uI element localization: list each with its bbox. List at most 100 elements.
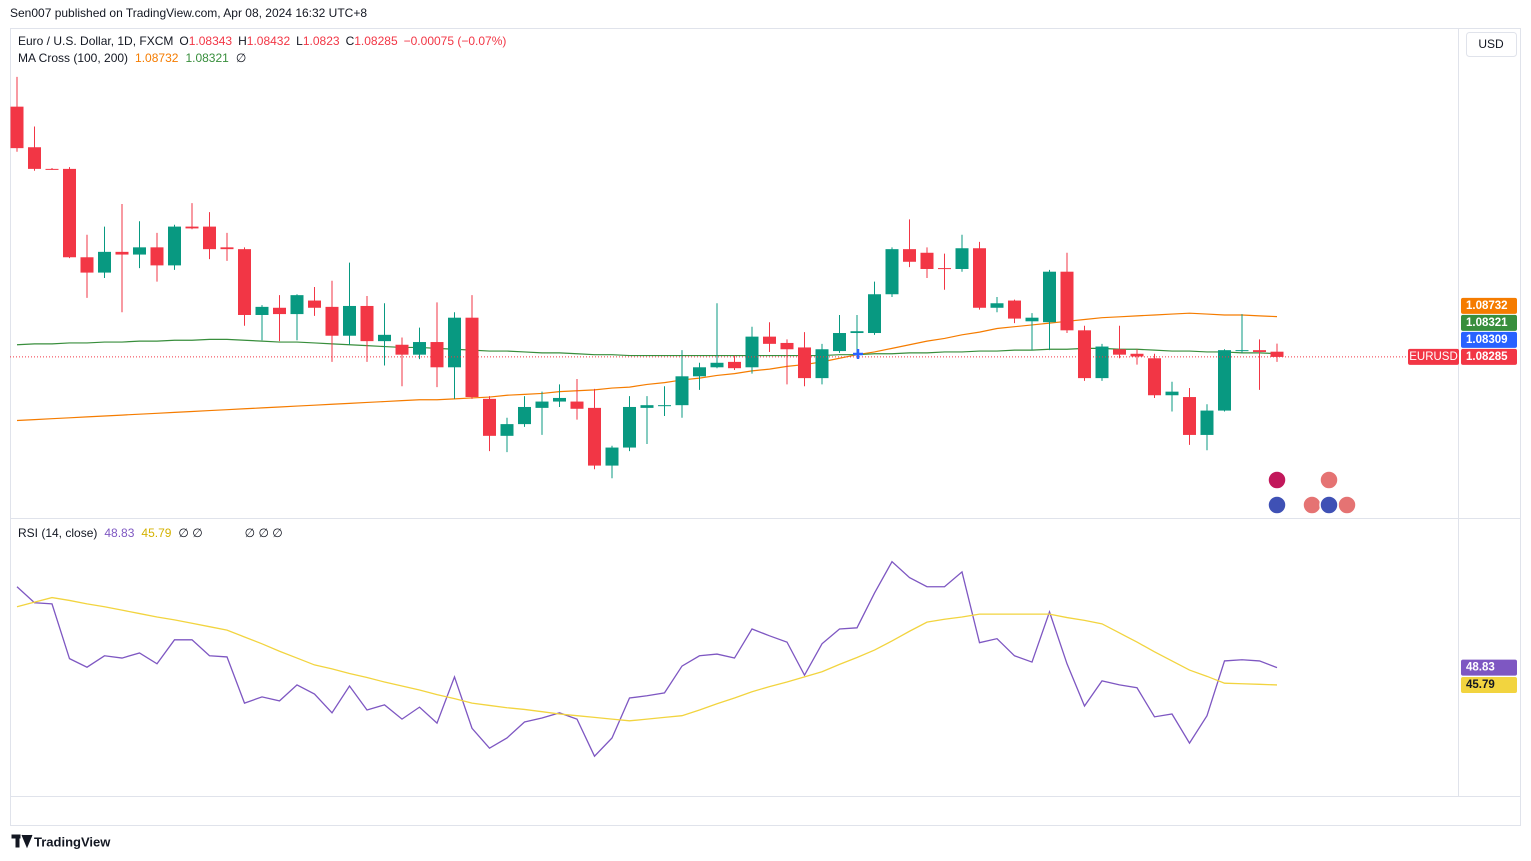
candle-body xyxy=(500,424,514,436)
ohlc-letter: H xyxy=(238,34,247,48)
price-tag xyxy=(1461,659,1517,676)
candle-body xyxy=(343,305,356,336)
candle-body xyxy=(395,344,409,355)
price-tag-label: 1.08321 xyxy=(1466,317,1508,329)
candle-body xyxy=(920,252,934,269)
candle-body xyxy=(1148,358,1161,396)
price-tag-label: 1.08309 xyxy=(1466,334,1508,346)
event-icons xyxy=(1267,470,1357,515)
candle-body xyxy=(1113,349,1126,355)
candle-body xyxy=(885,249,899,295)
ohlc-letter: L xyxy=(296,34,303,48)
price-tag xyxy=(1461,676,1517,693)
event-icon[interactable] xyxy=(1337,495,1357,515)
candle-body xyxy=(1218,350,1231,411)
event-icon[interactable] xyxy=(1267,495,1287,515)
candle-body xyxy=(1008,300,1021,319)
candle-body xyxy=(430,342,444,368)
candle-body xyxy=(1270,351,1284,357)
ohlc-value: 1.0823 xyxy=(303,34,340,48)
candle-body xyxy=(553,397,566,402)
currency[interactable]: USD xyxy=(1478,37,1504,51)
candle-body xyxy=(325,306,339,336)
price-tag xyxy=(1461,348,1517,365)
candle-body xyxy=(45,168,59,170)
candle-body xyxy=(1130,353,1144,357)
footer-logo: TradingView xyxy=(34,834,111,849)
candle-body xyxy=(10,106,24,149)
candle-body xyxy=(570,401,584,409)
candle-body xyxy=(150,247,164,266)
ohlc-value: 1.08432 xyxy=(247,34,291,48)
ma-line xyxy=(16,338,1278,357)
candle-body xyxy=(203,226,216,250)
candle-body xyxy=(1183,397,1196,435)
price-tag xyxy=(1461,314,1517,331)
candle-body xyxy=(1043,271,1056,323)
event-icon[interactable] xyxy=(1302,495,1322,515)
ohlc-value: 1.08285 xyxy=(354,34,398,48)
candle-body xyxy=(903,249,916,262)
candle-body xyxy=(623,406,636,448)
symbol-tag xyxy=(1408,348,1459,365)
labels: 1.08285 EURUSD 1.08309 1.08732 1.08321 48.83 4… xyxy=(1408,297,1517,693)
candle-body xyxy=(658,405,671,407)
currency-button[interactable] xyxy=(1466,32,1517,57)
price-legend: Euro / U.S. Dollar, 1D, FXCM O1.08343 H1.0… xyxy=(18,34,506,48)
symbol-tag-label: EURUSD xyxy=(1409,351,1458,363)
change: −0.00075 (−0.07%) xyxy=(404,34,507,48)
candle-body xyxy=(815,349,829,379)
event-icon[interactable] xyxy=(1319,495,1339,515)
candle-body xyxy=(640,405,654,408)
candle-body xyxy=(605,447,619,466)
ohlc-value: 1.08343 xyxy=(189,34,233,48)
candle-body xyxy=(1253,350,1266,352)
ohlc-letter: C xyxy=(346,34,355,48)
candle-body xyxy=(850,331,864,334)
candle-body xyxy=(308,300,321,308)
candle-body xyxy=(63,168,76,258)
indicator-title: MA Cross (100, 200) xyxy=(18,51,128,65)
candle-body xyxy=(675,376,689,406)
candle-body xyxy=(518,406,531,425)
event-icon[interactable] xyxy=(1267,470,1287,490)
candle-body xyxy=(255,306,269,315)
rsi-value: 48.83 xyxy=(104,526,134,540)
publisher: Sen007 published on TradingView.com, Apr… xyxy=(10,6,367,20)
candle-body xyxy=(168,226,181,266)
symbol-title: Euro / U.S. Dollar, 1D, FXCM xyxy=(18,34,173,48)
ma-legend: MA Cross (100, 200) 1.08732 1.08321 ∅ xyxy=(18,51,246,65)
candle-body xyxy=(1165,391,1179,396)
candle-body xyxy=(938,268,951,270)
price-tag-label: 45.79 xyxy=(1466,679,1495,691)
indicator-icons: ∅ ∅ ∅ xyxy=(245,526,283,540)
frame xyxy=(10,28,1521,826)
indicator-icons: ∅ ∅ xyxy=(178,526,202,540)
candle-body xyxy=(290,295,304,315)
candle-body xyxy=(588,407,601,466)
price-tag-label: 1.08285 xyxy=(1466,351,1508,363)
candle-body xyxy=(220,247,234,250)
crosshair-cursor xyxy=(853,349,863,359)
series-line xyxy=(16,560,1278,758)
candle-body xyxy=(1235,350,1249,352)
series-line xyxy=(16,596,1278,722)
candle-body xyxy=(955,248,969,269)
candle-body xyxy=(780,342,794,350)
marks xyxy=(10,76,1458,758)
logo-icon xyxy=(11,834,33,849)
candle-body xyxy=(1095,346,1109,379)
candle-body xyxy=(535,401,549,408)
price-tag xyxy=(1461,297,1517,314)
candle-body xyxy=(973,248,986,308)
candle-body xyxy=(448,317,461,368)
candle-body xyxy=(833,333,846,352)
ma-value: 1.08321 xyxy=(185,51,229,65)
candle-body xyxy=(378,334,391,342)
indicator-icons: ∅ xyxy=(236,51,246,65)
candle-body xyxy=(483,398,496,436)
candle-body xyxy=(1200,410,1214,435)
event-icon[interactable] xyxy=(1319,470,1339,490)
